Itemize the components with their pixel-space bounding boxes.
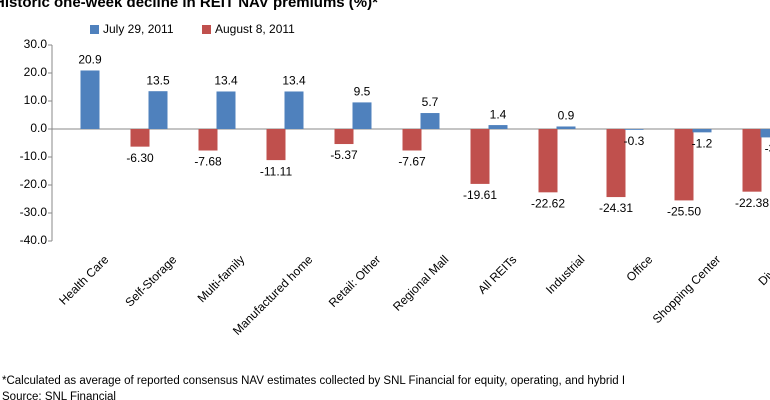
value-label: 20.9 <box>78 53 102 67</box>
value-label: -19.61 <box>463 188 497 202</box>
value-label: -25.50 <box>667 205 701 219</box>
bar <box>402 129 422 151</box>
legend-label: August 8, 2011 <box>215 22 295 36</box>
value-label: 13.5 <box>146 73 170 87</box>
value-label: 13.4 <box>214 74 238 88</box>
x-tick-label: Health Care <box>56 252 111 307</box>
value-label: -7.67 <box>398 155 426 169</box>
source: Source: SNL Financial <box>2 391 116 400</box>
value-label: -5.37 <box>330 148 358 162</box>
bar <box>266 129 286 161</box>
bar <box>148 91 168 129</box>
y-tick-label: 20.0 <box>24 65 48 79</box>
x-tick-label: All REITs <box>475 252 519 296</box>
y-tick-label: -30.0 <box>20 205 48 219</box>
value-label: -7.68 <box>194 155 222 169</box>
value-label: 13.4 <box>282 74 306 88</box>
bar <box>742 129 762 192</box>
bar <box>470 129 490 184</box>
y-tick-label: 0.0 <box>30 121 47 135</box>
legend-label: July 29, 2011 <box>103 22 174 36</box>
bar <box>556 126 576 129</box>
legend-swatch <box>202 25 211 34</box>
value-label: -22.62 <box>531 197 565 211</box>
bar <box>130 129 150 147</box>
bar <box>760 129 770 138</box>
bar <box>284 91 304 129</box>
x-tick-label: Office <box>623 252 655 284</box>
y-tick-label: -20.0 <box>20 177 48 191</box>
chart-title: Historic one-week decline in REIT NAV pr… <box>0 0 378 11</box>
value-label: -24.31 <box>599 201 633 215</box>
bar <box>198 129 218 151</box>
value-label: 5.7 <box>422 95 439 109</box>
x-tick-label: Retail: Other <box>326 252 384 310</box>
y-tick-label: -10.0 <box>20 149 48 163</box>
bar <box>606 129 626 198</box>
value-label: 0.9 <box>558 109 575 123</box>
y-tick-label: 10.0 <box>24 93 48 107</box>
bar <box>334 129 354 145</box>
y-tick-label: -40.0 <box>20 233 48 247</box>
bar <box>488 125 508 129</box>
legend-swatch <box>90 25 99 34</box>
value-label: -0.3 <box>624 134 645 148</box>
x-tick-label: Industrial <box>543 252 587 296</box>
bar <box>420 113 440 129</box>
bar <box>538 129 558 193</box>
bar <box>352 102 372 129</box>
value-label: -11.11 <box>260 164 293 178</box>
x-tick-label: Self-Storage <box>122 252 179 309</box>
bar <box>80 70 100 129</box>
value-label: -3 <box>765 142 770 156</box>
footnote: *Calculated as average of reported conse… <box>2 375 625 387</box>
value-label: -1.2 <box>692 137 713 151</box>
value-label: 9.5 <box>354 85 371 99</box>
value-label: -22.38 <box>735 196 769 210</box>
y-tick-label: 30.0 <box>24 37 48 51</box>
value-label: -6.30 <box>126 151 154 165</box>
x-tick-label: Regional Mall <box>390 252 451 313</box>
value-label: 1.4 <box>490 107 507 121</box>
bar <box>692 129 712 133</box>
x-tick-label: Multi-family <box>195 252 248 305</box>
bar <box>216 91 236 129</box>
x-tick-label: Diversi <box>756 252 770 288</box>
bar <box>674 129 694 201</box>
bar <box>624 129 644 130</box>
x-tick-label: Shopping Center <box>650 252 724 326</box>
